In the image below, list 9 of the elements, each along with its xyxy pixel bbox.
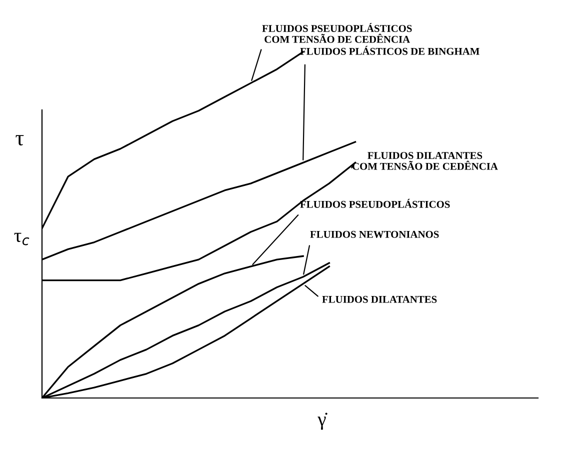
text: FLUIDOS PLÁSTICOS DE BINGHAM xyxy=(300,46,480,55)
text: FLUIDOS NEWTONIANOS xyxy=(310,230,439,238)
x-axis-title: γ̇ xyxy=(318,412,328,430)
series-label: FLUIDOS DILATANTES xyxy=(322,296,437,303)
text: τ$_{c}$ xyxy=(14,232,30,246)
y-axis-title: τ xyxy=(16,135,24,146)
series-label: FLUIDOS DILATANTES COM TENSÃO DE CEDÊNCIA xyxy=(352,152,498,170)
text: FLUIDOS PSEUDOPLÁSTICOS COM TENSÃO DE CEDÊNCIA xyxy=(262,22,412,43)
text: FLUIDOS PSEUDOPLÁSTICOS xyxy=(300,198,450,208)
